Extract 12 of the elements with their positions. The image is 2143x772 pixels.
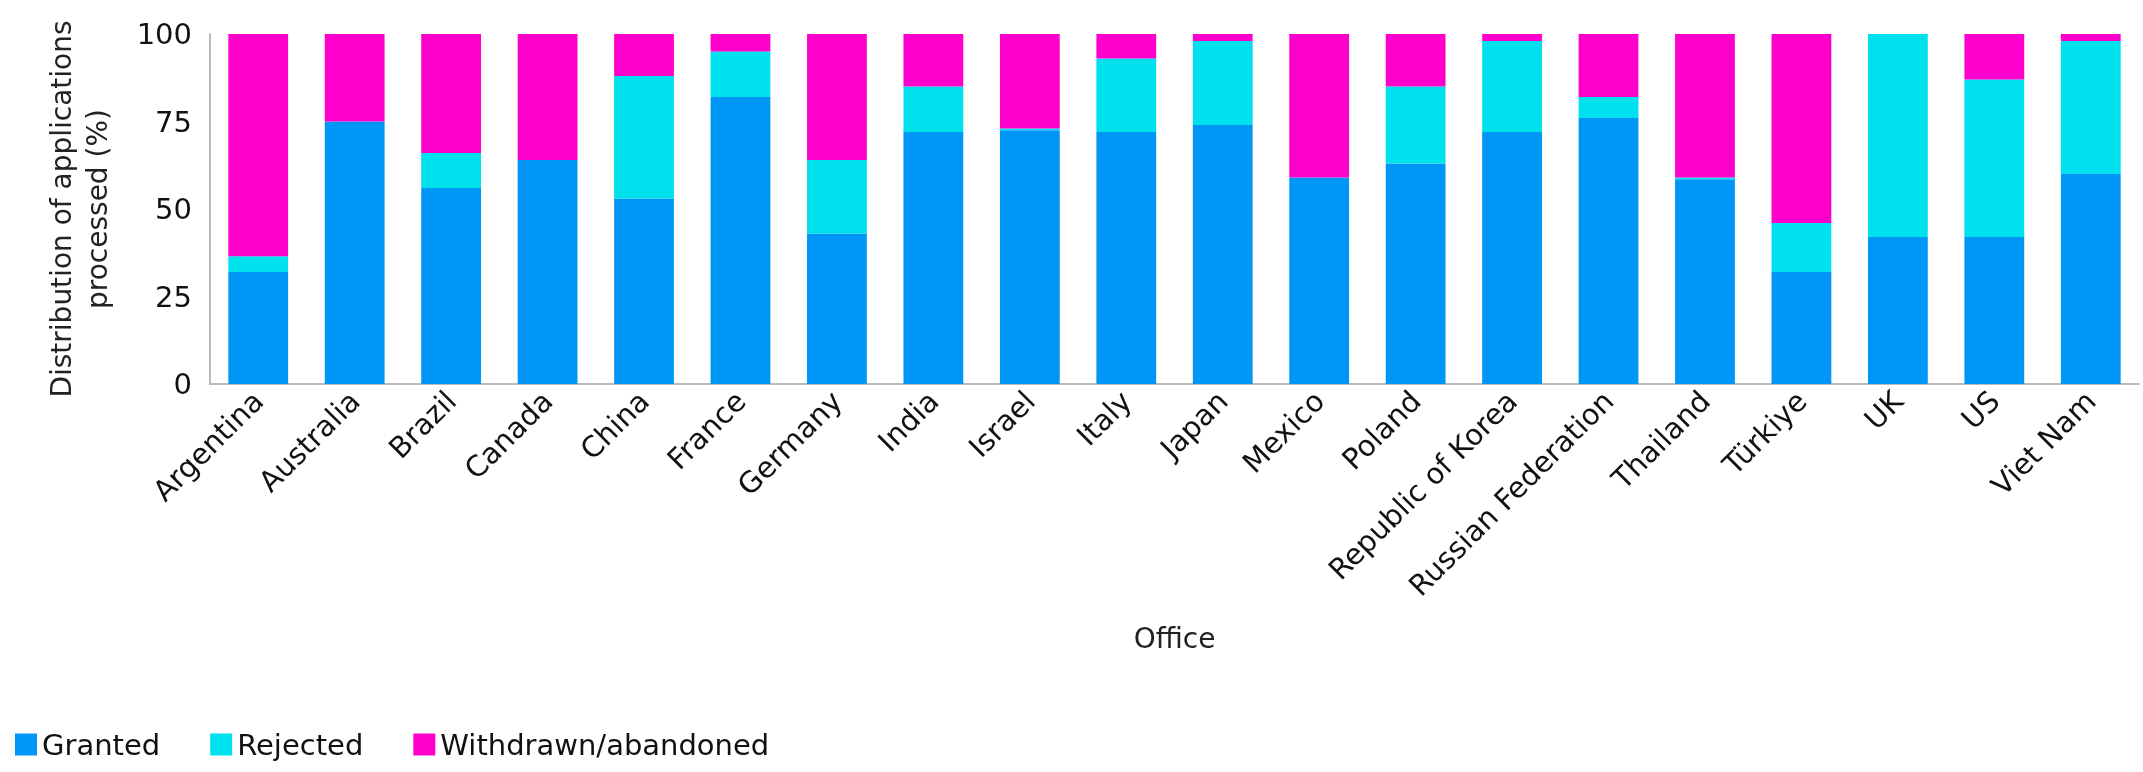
y-tick-label: 0 [173,367,192,401]
x-axis-title: Office [1133,621,1216,655]
y-tick-label: 100 [136,17,192,51]
legend-label: Rejected [237,727,364,762]
x-tick-label: US [1954,383,2007,437]
y-tick-label: 50 [155,192,192,226]
y-tick-label: 75 [155,104,192,139]
legend-label: Granted [42,727,161,762]
y-axis-title: Distribution of applications processed (%) [44,20,114,398]
legend-label: Withdrawn/abandoned [440,727,770,762]
x-tick-label: UK [1857,383,1911,437]
y-tick-label: 25 [155,279,192,314]
